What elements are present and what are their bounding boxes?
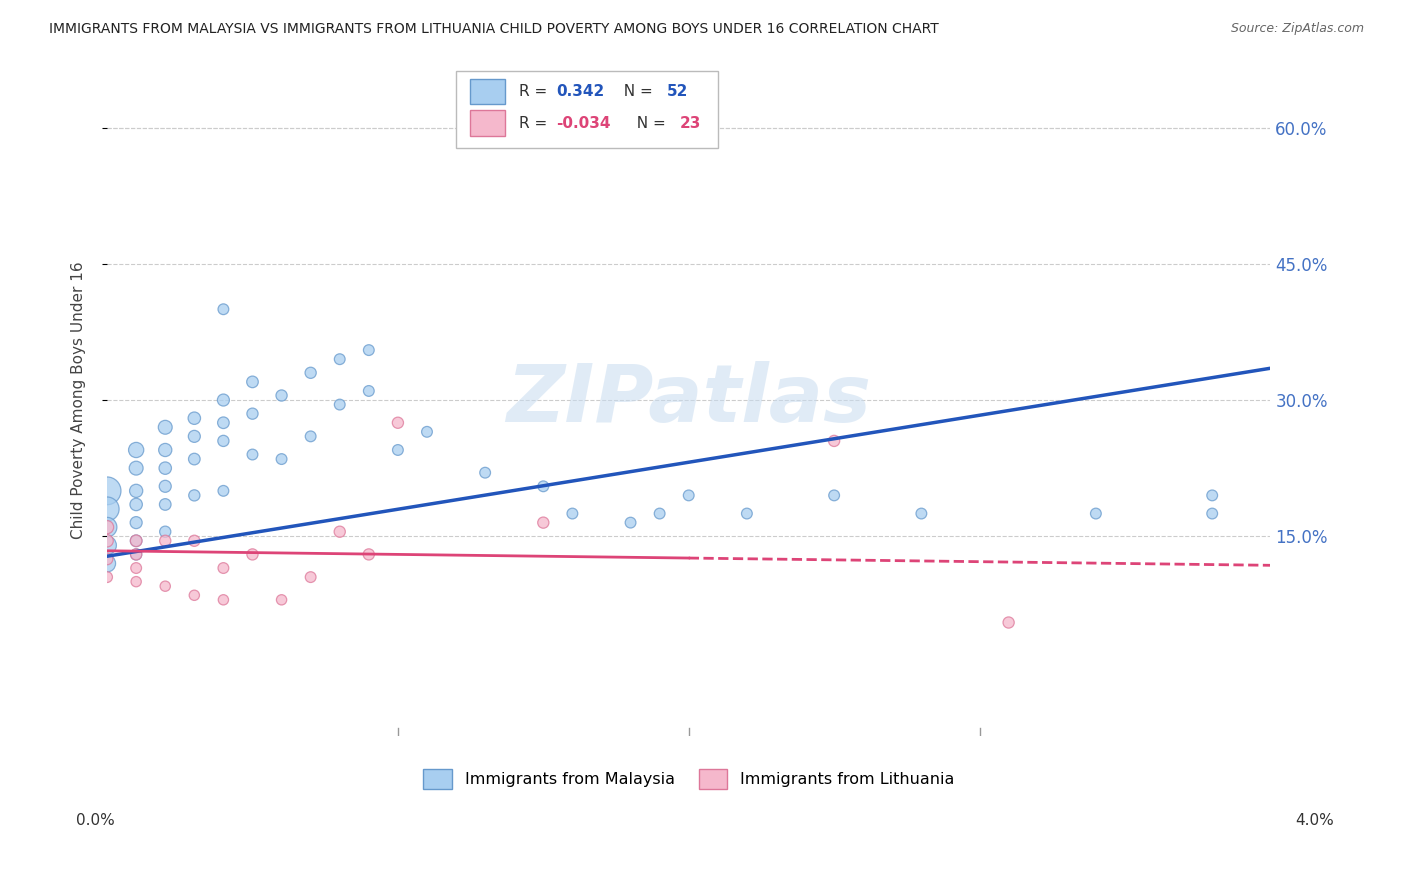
FancyBboxPatch shape bbox=[456, 70, 718, 148]
Text: 23: 23 bbox=[679, 116, 700, 131]
Point bbox=[357, 548, 380, 562]
Text: IMMIGRANTS FROM MALAYSIA VS IMMIGRANTS FROM LITHUANIA CHILD POVERTY AMONG BOYS U: IMMIGRANTS FROM MALAYSIA VS IMMIGRANTS F… bbox=[49, 22, 939, 37]
Point bbox=[96, 533, 118, 548]
Point bbox=[155, 420, 177, 434]
Point bbox=[183, 533, 205, 548]
Point bbox=[997, 615, 1019, 630]
Point bbox=[212, 561, 235, 575]
Point bbox=[299, 429, 322, 443]
Point bbox=[125, 461, 148, 475]
Text: -0.034: -0.034 bbox=[557, 116, 610, 131]
Point bbox=[155, 579, 177, 593]
Point bbox=[242, 407, 264, 421]
Point bbox=[125, 561, 148, 575]
Point bbox=[212, 434, 235, 448]
Point bbox=[910, 507, 932, 521]
Point bbox=[96, 552, 118, 566]
Point bbox=[212, 392, 235, 407]
Point bbox=[125, 516, 148, 530]
FancyBboxPatch shape bbox=[470, 78, 505, 104]
Point bbox=[212, 483, 235, 498]
Point bbox=[125, 574, 148, 589]
Text: N =: N = bbox=[627, 116, 671, 131]
Point bbox=[561, 507, 583, 521]
Point bbox=[155, 479, 177, 493]
Point bbox=[329, 352, 352, 367]
Point bbox=[242, 375, 264, 389]
Point bbox=[329, 398, 352, 412]
Point bbox=[125, 483, 148, 498]
Text: ZIPatlas: ZIPatlas bbox=[506, 361, 872, 439]
Text: 0.0%: 0.0% bbox=[76, 814, 115, 828]
Point bbox=[242, 548, 264, 562]
Point bbox=[329, 524, 352, 539]
Point bbox=[1201, 488, 1223, 502]
Point bbox=[155, 533, 177, 548]
Point bbox=[357, 343, 380, 357]
Point bbox=[155, 442, 177, 457]
Point bbox=[619, 516, 641, 530]
Text: 0.342: 0.342 bbox=[557, 84, 605, 99]
Point bbox=[474, 466, 496, 480]
Point bbox=[125, 548, 148, 562]
Point bbox=[823, 488, 845, 502]
Point bbox=[242, 448, 264, 462]
Point bbox=[125, 533, 148, 548]
Point bbox=[823, 434, 845, 448]
Point bbox=[183, 452, 205, 467]
Point bbox=[1084, 507, 1107, 521]
Point bbox=[387, 442, 409, 457]
Text: 52: 52 bbox=[666, 84, 688, 99]
Point bbox=[270, 592, 292, 607]
Point bbox=[96, 483, 118, 498]
Point bbox=[212, 302, 235, 317]
Point bbox=[155, 461, 177, 475]
Point bbox=[155, 498, 177, 512]
Point bbox=[96, 570, 118, 584]
Point bbox=[125, 533, 148, 548]
Point bbox=[212, 416, 235, 430]
Point bbox=[735, 507, 758, 521]
Point bbox=[183, 488, 205, 502]
Point bbox=[387, 416, 409, 430]
Point bbox=[678, 488, 700, 502]
Point bbox=[125, 498, 148, 512]
Point bbox=[125, 548, 148, 562]
Point bbox=[96, 520, 118, 534]
Point bbox=[1201, 507, 1223, 521]
Point bbox=[96, 557, 118, 571]
Y-axis label: Child Poverty Among Boys Under 16: Child Poverty Among Boys Under 16 bbox=[72, 261, 86, 539]
Point bbox=[183, 429, 205, 443]
Point bbox=[648, 507, 671, 521]
Point bbox=[183, 588, 205, 602]
Point bbox=[155, 524, 177, 539]
Point bbox=[212, 592, 235, 607]
Text: Source: ZipAtlas.com: Source: ZipAtlas.com bbox=[1230, 22, 1364, 36]
Point bbox=[96, 538, 118, 552]
Point bbox=[125, 442, 148, 457]
FancyBboxPatch shape bbox=[470, 111, 505, 136]
Text: R =: R = bbox=[519, 84, 553, 99]
Point bbox=[299, 366, 322, 380]
Text: R =: R = bbox=[519, 116, 553, 131]
Point bbox=[183, 411, 205, 425]
Legend: Immigrants from Malaysia, Immigrants from Lithuania: Immigrants from Malaysia, Immigrants fro… bbox=[416, 763, 960, 796]
Point bbox=[270, 388, 292, 402]
Point bbox=[96, 502, 118, 516]
Point bbox=[96, 520, 118, 534]
Point bbox=[299, 570, 322, 584]
Point bbox=[416, 425, 439, 439]
Point bbox=[531, 479, 554, 493]
Point bbox=[357, 384, 380, 398]
Point bbox=[270, 452, 292, 467]
Text: 4.0%: 4.0% bbox=[1295, 814, 1334, 828]
Text: N =: N = bbox=[614, 84, 658, 99]
Point bbox=[531, 516, 554, 530]
